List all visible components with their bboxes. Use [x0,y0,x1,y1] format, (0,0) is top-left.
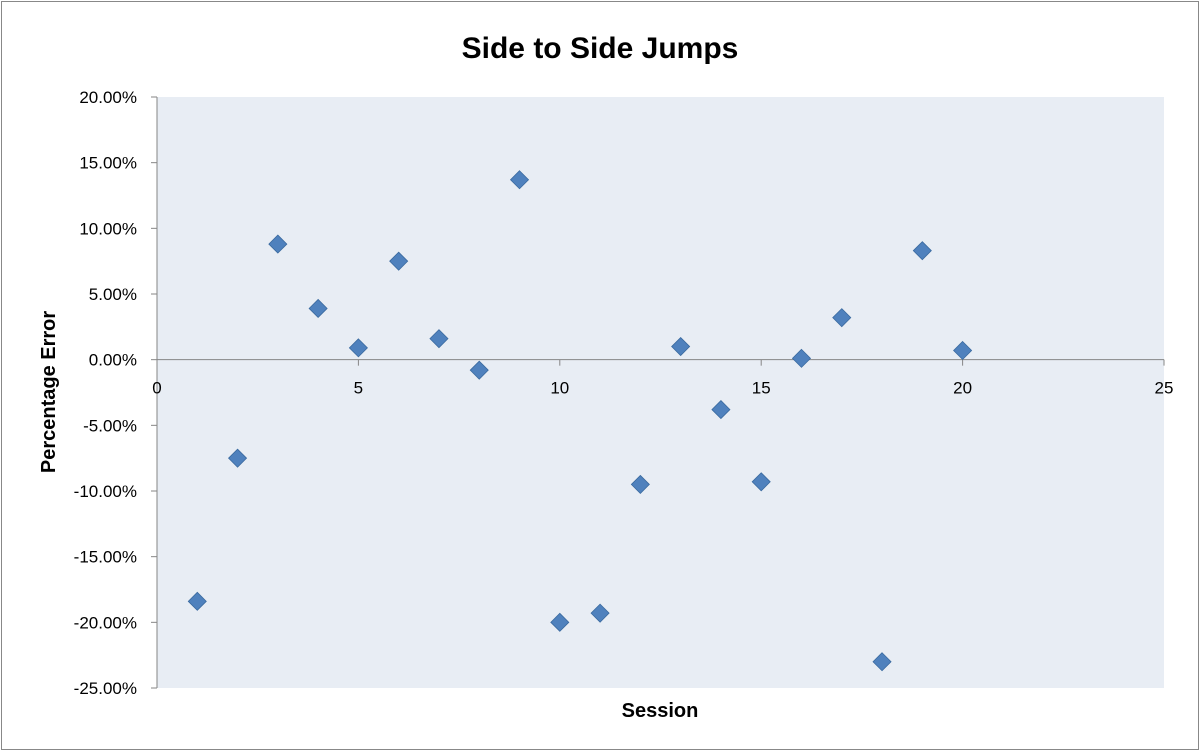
x-tick-label: 0 [152,379,161,398]
data-point [429,329,449,349]
data-point [550,612,570,632]
chart-title: Side to Side Jumps [462,32,739,65]
data-point [227,448,248,468]
x-tick-label: 15 [752,379,771,398]
y-tick-label: -5.00% [83,416,137,435]
y-tick-label: -15.00% [74,548,137,567]
y-tick-label: -20.00% [74,613,137,632]
y-axis-title: Percentage Error [38,311,60,474]
data-point [912,241,932,261]
x-tick-label: 5 [354,379,363,398]
data-point [671,336,691,357]
data-point [711,400,731,420]
y-tick-label: 15.00% [79,154,137,173]
y-tick-label: 20.00% [79,88,137,107]
y-tick-label: 10.00% [79,219,137,238]
x-tick-label: 10 [550,379,569,398]
data-point [308,298,328,319]
data-point [791,348,812,368]
axes [151,96,1165,689]
data-point [389,251,409,271]
data-point [953,340,973,361]
data-point [469,360,489,380]
data-point [187,591,207,611]
plot-area [157,97,1164,688]
x-tick-label: 25 [1155,379,1174,398]
data-point [268,234,288,254]
y-tick-label: -25.00% [74,679,137,698]
y-tick-label: 5.00% [89,285,137,304]
data-point [590,603,610,623]
data-point [509,170,530,190]
data-point [348,338,368,358]
data-point [832,308,852,328]
data-point [872,652,892,672]
y-tick-label: 0.00% [89,351,137,370]
x-axis-title: Session [622,700,699,722]
x-tick-label: 20 [953,379,972,398]
y-tick-label: -10.00% [74,482,137,501]
y-tick-labels: 20.00% 15.00% 10.00% 5.00% 0.00% -5.00% -10.00… [74,88,137,698]
x-tick-labels: 0 5 10 15 20 25 [152,379,1173,398]
data-points [187,170,973,672]
data-point [751,472,771,492]
data-point [630,474,650,494]
